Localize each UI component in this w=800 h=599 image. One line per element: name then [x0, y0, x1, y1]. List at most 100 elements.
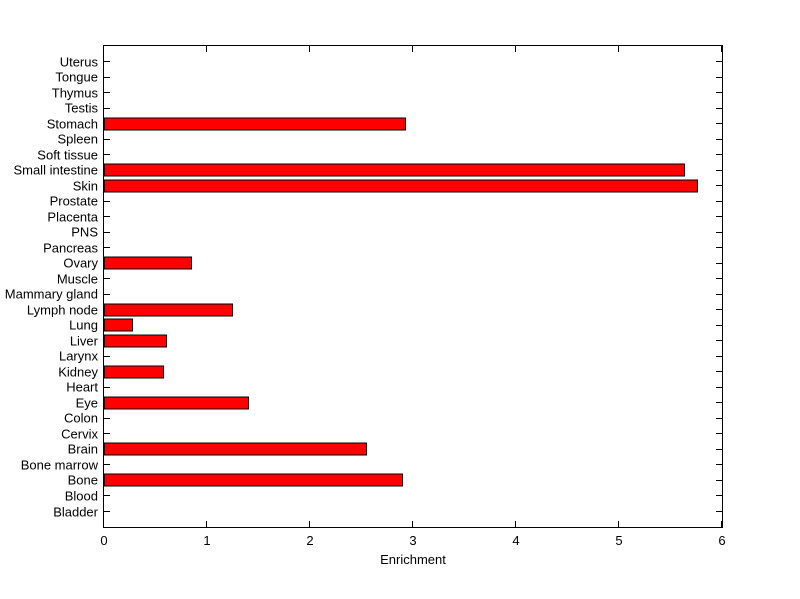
- bar-row-bone-marrow: Bone marrow: [21, 457, 722, 473]
- bar-row-ovary: Ovary: [63, 256, 722, 272]
- y-tick-label: Kidney: [58, 364, 98, 380]
- y-tick-mark-right: [716, 293, 722, 295]
- y-tick-label: Lymph node: [26, 302, 98, 318]
- y-tick-mark-right: [716, 324, 722, 326]
- y-tick-label: Muscle: [56, 271, 98, 287]
- bar-row-liver: Liver: [70, 333, 722, 349]
- x-tick-label: 1: [203, 533, 211, 548]
- y-tick-label: Lung: [69, 317, 98, 333]
- y-tick-mark-left: [104, 293, 110, 295]
- bar-row-eye: Eye: [76, 395, 722, 411]
- y-tick-mark-right: [716, 464, 722, 466]
- x-tick-mark-bottom: [103, 521, 104, 527]
- y-tick-mark-right: [716, 185, 722, 187]
- x-tick-label: 2: [306, 533, 314, 548]
- y-tick-label: Bladder: [53, 504, 98, 519]
- bar-row-small-intestine: Small intestine: [13, 162, 722, 178]
- bar-row-soft-tissue: Soft tissue: [37, 147, 722, 163]
- y-tick-label: Pancreas: [43, 240, 98, 256]
- bar-row-bladder: Bladder: [53, 504, 722, 520]
- x-tick-mark-bottom: [412, 521, 413, 527]
- bar: [104, 179, 699, 193]
- y-tick-mark-right: [716, 355, 722, 357]
- y-tick-label: Liver: [69, 333, 98, 349]
- bar: [104, 334, 167, 348]
- y-tick-label: Skin: [72, 178, 98, 194]
- y-tick-mark-left: [104, 433, 110, 435]
- y-tick-mark-left: [104, 231, 110, 233]
- bar: [104, 365, 164, 379]
- y-tick-mark-right: [716, 247, 722, 249]
- x-tick-mark-bottom: [721, 521, 722, 527]
- y-tick-label: Ovary: [63, 255, 98, 271]
- y-tick-mark-left: [104, 495, 110, 497]
- y-tick-mark-right: [716, 433, 722, 435]
- x-tick-mark-top: [103, 46, 104, 52]
- bar: [104, 256, 192, 270]
- y-tick-mark-right: [716, 386, 722, 388]
- x-tick-mark-bottom: [308, 521, 310, 527]
- y-tick-mark-left: [104, 355, 110, 357]
- y-tick-label: Stomach: [46, 116, 98, 132]
- y-tick-mark-left: [104, 92, 110, 94]
- bar-row-bone: Bone: [68, 473, 722, 489]
- y-tick-mark-left: [104, 154, 110, 156]
- y-tick-mark-right: [716, 417, 722, 419]
- bar-row-tongue: Tongue: [55, 69, 722, 85]
- bar-row-blood: Blood: [65, 488, 722, 504]
- bar: [104, 473, 403, 487]
- y-tick-label: Heart: [66, 379, 98, 395]
- x-tick-mark-bottom: [514, 521, 516, 527]
- y-tick-mark-left: [104, 417, 110, 419]
- y-tick-label: Uterus: [59, 54, 98, 70]
- x-tick-mark-bottom: [205, 521, 207, 527]
- y-tick-label: Larynx: [58, 348, 98, 364]
- y-tick-mark-right: [716, 371, 722, 373]
- y-tick-label: Prostate: [49, 193, 98, 209]
- y-tick-mark-right: [716, 92, 722, 94]
- bar-row-kidney: Kidney: [58, 364, 722, 380]
- y-tick-label: Bone marrow: [20, 457, 98, 473]
- y-tick-mark-right: [716, 340, 722, 342]
- bar: [104, 396, 250, 410]
- y-tick-mark-right: [716, 76, 722, 78]
- bar-row-pancreas: Pancreas: [43, 240, 722, 256]
- y-tick-label: Soft tissue: [37, 147, 98, 163]
- x-tick-mark-top: [205, 46, 207, 52]
- y-tick-mark-right: [716, 495, 722, 497]
- y-tick-mark-right: [716, 154, 722, 156]
- y-tick-mark-right: [716, 309, 722, 311]
- x-tick-label: 6: [718, 533, 726, 548]
- y-tick-label: Bone: [67, 472, 98, 488]
- y-tick-label: Spleen: [57, 131, 98, 147]
- bar: [104, 442, 367, 456]
- bar-row-spleen: Spleen: [58, 131, 722, 147]
- x-tick-mark-top: [412, 46, 413, 52]
- bar-row-larynx: Larynx: [59, 349, 722, 365]
- x-tick-mark-top: [514, 46, 516, 52]
- y-tick-label: Testis: [64, 100, 98, 116]
- bar-row-stomach: Stomach: [47, 116, 722, 132]
- bar: [104, 163, 685, 177]
- y-tick-mark-left: [104, 200, 110, 202]
- bar-row-pns: PNS: [71, 224, 722, 240]
- bar: [104, 117, 406, 131]
- bar: [104, 318, 133, 332]
- y-tick-mark-right: [716, 448, 722, 450]
- y-tick-mark-left: [104, 386, 110, 388]
- x-tick-label: 3: [409, 533, 417, 548]
- bar-row-thymus: Thymus: [52, 85, 722, 101]
- bar-row-brain: Brain: [68, 442, 722, 458]
- y-tick-mark-left: [104, 247, 110, 249]
- bar-row-lung: Lung: [69, 318, 722, 334]
- y-tick-label: Thymus: [51, 85, 98, 101]
- y-tick-mark-left: [104, 511, 110, 512]
- x-tick-mark-top: [308, 46, 310, 52]
- y-tick-mark-right: [716, 402, 722, 404]
- bar: [104, 303, 233, 317]
- y-tick-mark-right: [716, 169, 722, 171]
- bar-row-skin: Skin: [73, 178, 722, 194]
- plot-area: Uterus Tongue Thymus Testis Stomach Spleen Sof…: [5, 45, 726, 566]
- y-tick-mark-right: [716, 61, 722, 63]
